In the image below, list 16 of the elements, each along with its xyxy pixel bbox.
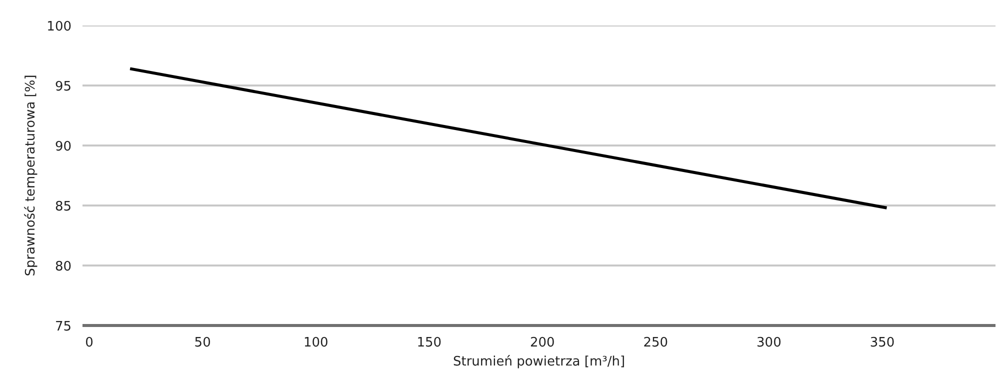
y-tick-label: 90 [54, 140, 72, 154]
x-tick-label: 50 [194, 336, 211, 350]
y-tick-label: 80 [54, 260, 72, 274]
y-tick-label: 95 [54, 80, 72, 94]
y-tick-label: 75 [54, 320, 72, 334]
y-tick-label: 85 [54, 200, 72, 214]
x-tick-label: 150 [416, 336, 442, 350]
x-tick-label: 100 [303, 336, 328, 350]
y-tick-label: 100 [46, 20, 72, 34]
x-axis-title: Strumień powietrza [m³/h] [452, 354, 626, 370]
x-tick-label: 250 [643, 336, 668, 350]
y-axis-title: Sprawność temperaturowa [%] [24, 74, 39, 276]
x-tick-label: 200 [530, 336, 555, 350]
x-tick-label: 350 [870, 336, 895, 350]
x-tick-label: 300 [756, 336, 782, 350]
x-tick-label: 0 [85, 336, 94, 350]
